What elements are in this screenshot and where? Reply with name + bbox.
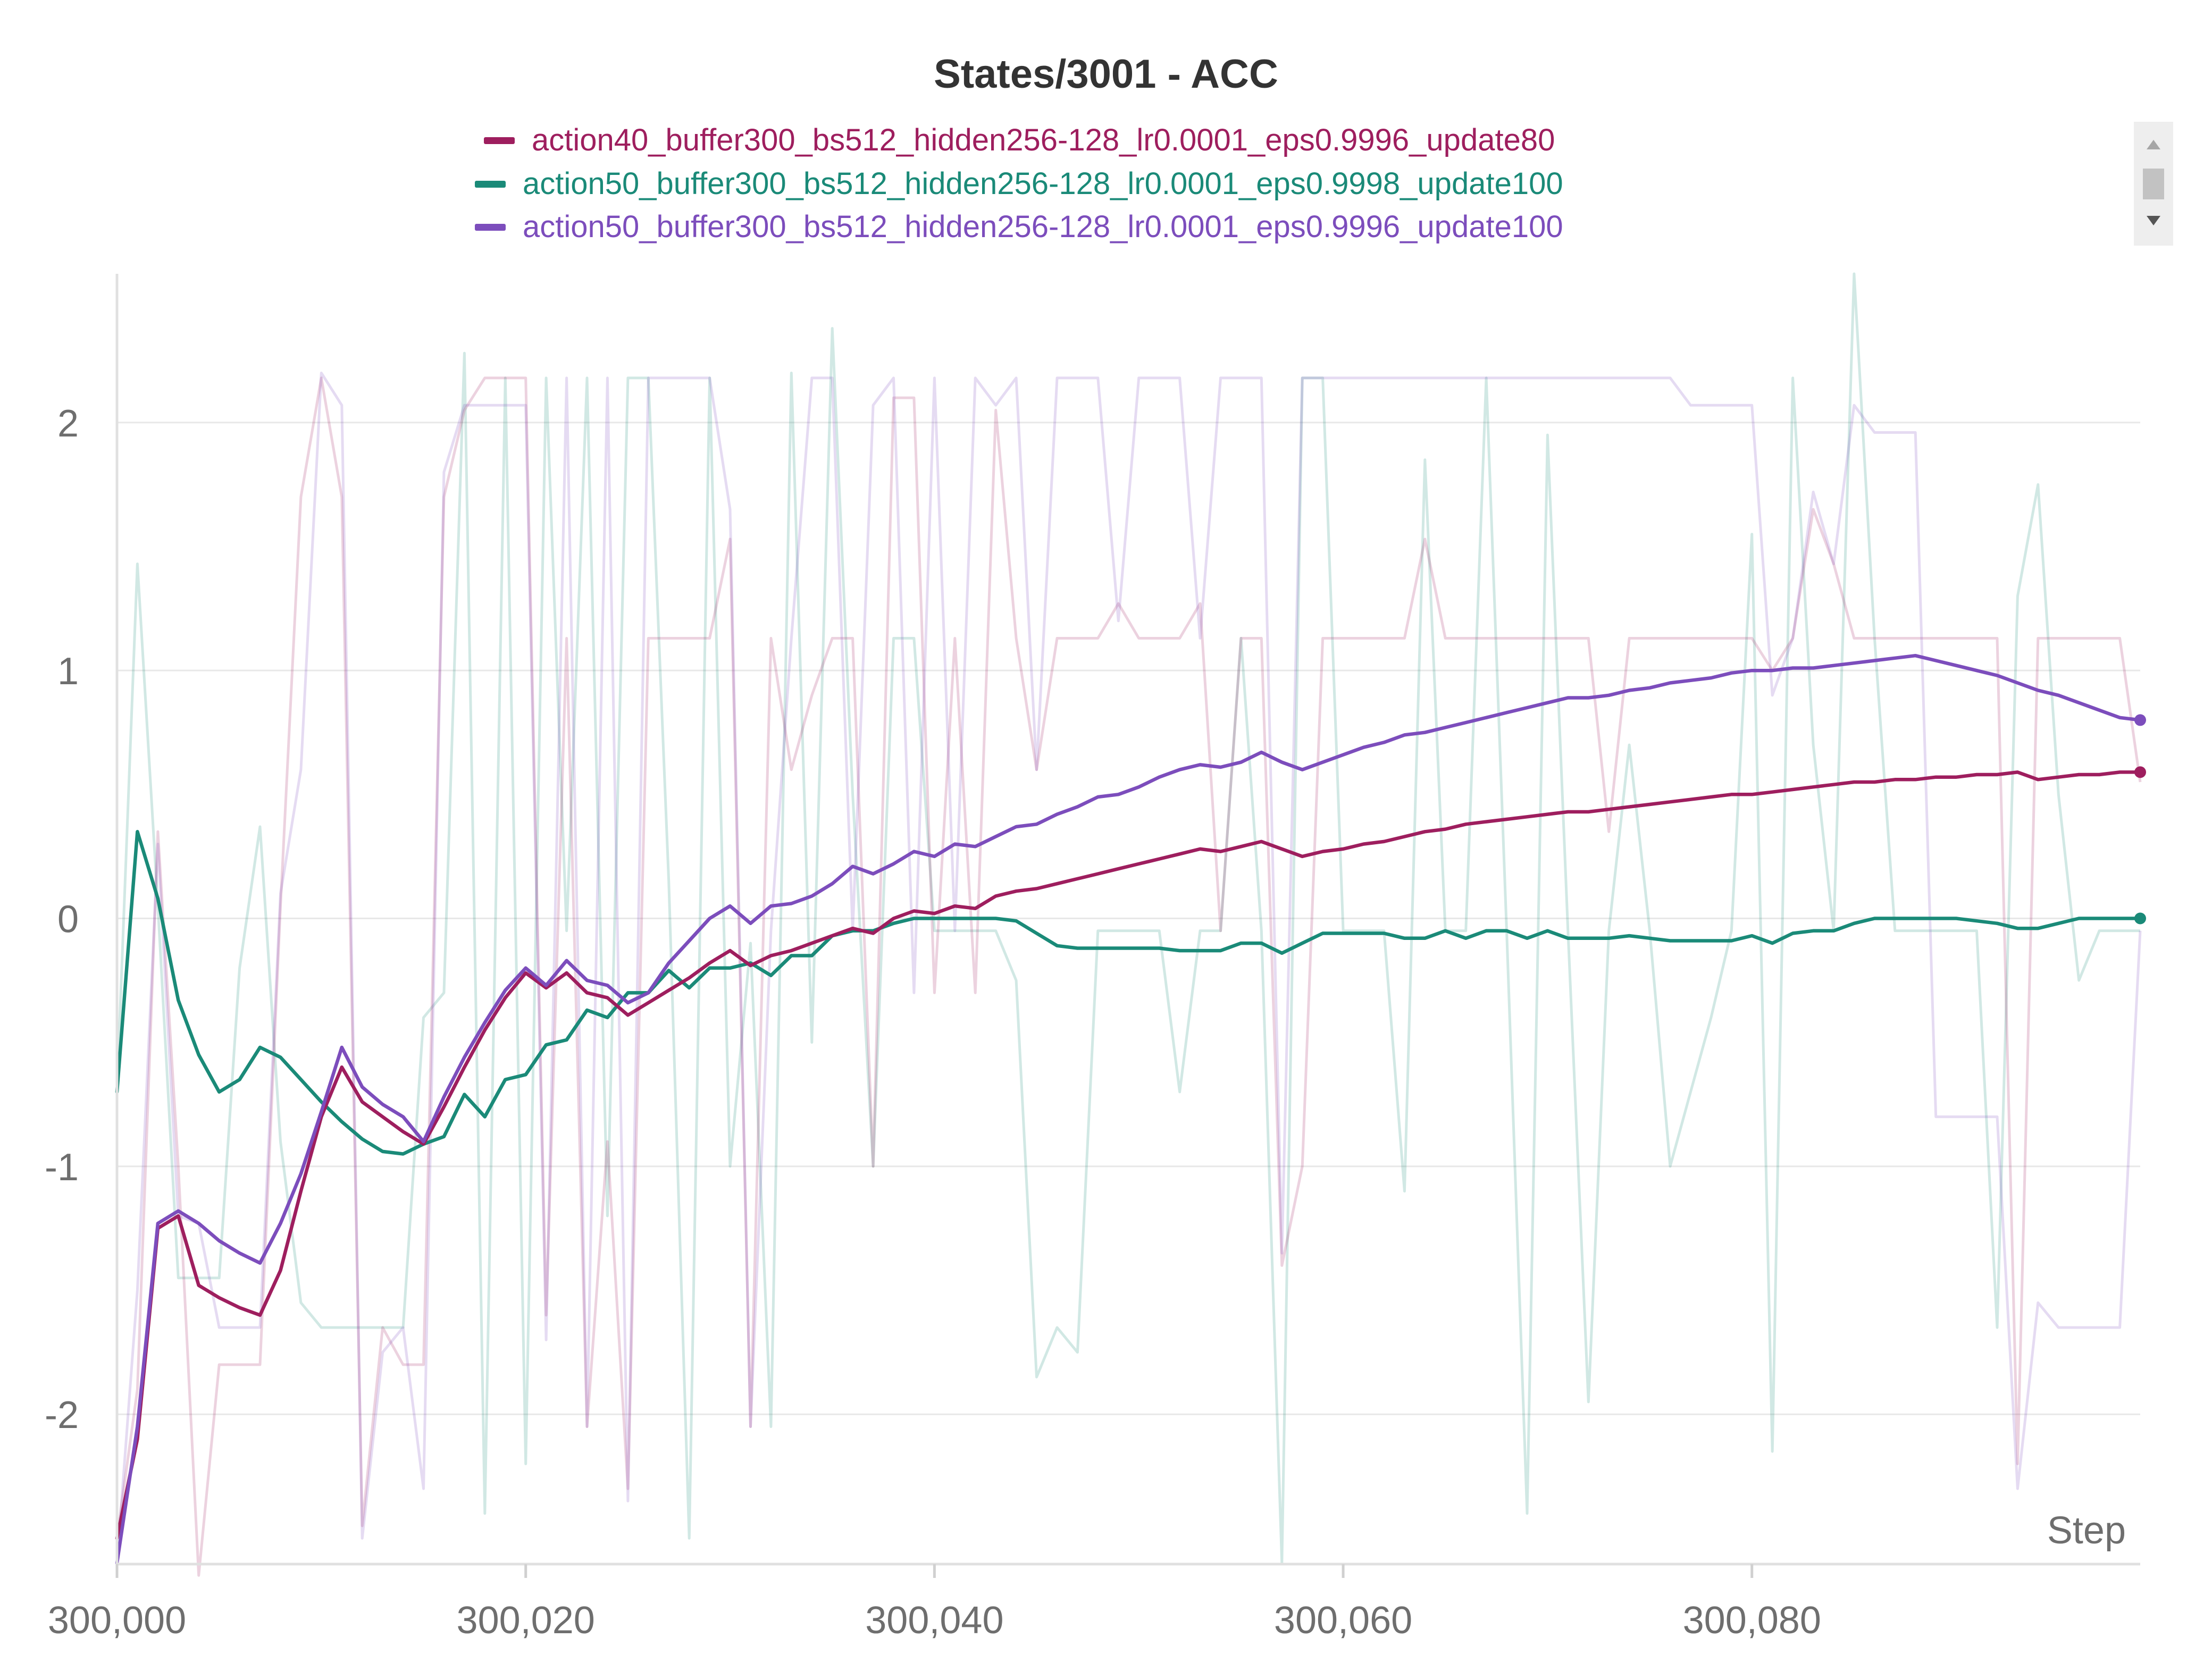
legend-item-series-2[interactable]: action50_buffer300_bs512_hidden256-128_l… [475, 166, 1563, 201]
y-tick-label: 1 [57, 650, 79, 693]
legend-swatch-series-3 [475, 224, 506, 231]
legend-label-series-3: action50_buffer300_bs512_hidden256-128_l… [523, 209, 1563, 244]
raw-series-lines [115, 272, 2142, 1577]
raw-line-series-1 [115, 376, 2142, 1577]
smoothed-line-series-2[interactable] [115, 830, 2142, 1156]
smoothed-line-series-3[interactable] [115, 653, 2142, 1565]
y-tick-label: -1 [45, 1146, 79, 1189]
x-tick-label: 300,080 [1683, 1599, 1821, 1642]
end-point-series-3 [2134, 714, 2146, 726]
legend-item-series-1[interactable]: action40_buffer300_bs512_hidden256-128_l… [484, 123, 1555, 157]
scroll-up-icon[interactable] [2147, 140, 2160, 149]
chart-title: States/3001 - ACC [934, 52, 1278, 97]
smoothed-series-lines [115, 653, 2146, 1565]
raw-line-series-3 [115, 372, 2142, 1564]
tick-labels: -2 -1 0 1 2 300,000 300,020 300,040 300,060 300,0… [45, 402, 1821, 1642]
x-axis-label: Step [2047, 1509, 2126, 1552]
y-tick-label: -2 [45, 1394, 79, 1437]
x-tick-label: 300,060 [1274, 1599, 1412, 1642]
end-point-series-1 [2134, 766, 2146, 778]
end-point-series-2 [2134, 912, 2146, 925]
legend-label-series-2: action50_buffer300_bs512_hidden256-128_l… [523, 166, 1563, 201]
scroll-thumb[interactable] [2143, 169, 2164, 199]
axes [115, 274, 2140, 1566]
legend-item-series-3[interactable]: action50_buffer300_bs512_hidden256-128_l… [475, 209, 1563, 244]
y-tick-label: 0 [57, 898, 79, 941]
legend-label-series-1: action40_buffer300_bs512_hidden256-128_l… [532, 123, 1555, 157]
x-tick-label: 300,020 [457, 1599, 595, 1642]
legend-swatch-series-2 [475, 181, 506, 188]
smoothed-line-series-1[interactable] [115, 770, 2142, 1540]
x-tick-label: 300,000 [48, 1599, 186, 1642]
raw-line-series-2 [115, 272, 2140, 1565]
legend-swatch-series-1 [484, 137, 515, 144]
legend: action40_buffer300_bs512_hidden256-128_l… [475, 123, 1563, 244]
scroll-down-icon[interactable] [2147, 216, 2160, 225]
y-tick-label: 2 [57, 402, 79, 445]
legend-scrollbar[interactable] [2134, 122, 2173, 246]
x-tick-label: 300,040 [865, 1599, 1003, 1642]
grid [117, 422, 2140, 1415]
